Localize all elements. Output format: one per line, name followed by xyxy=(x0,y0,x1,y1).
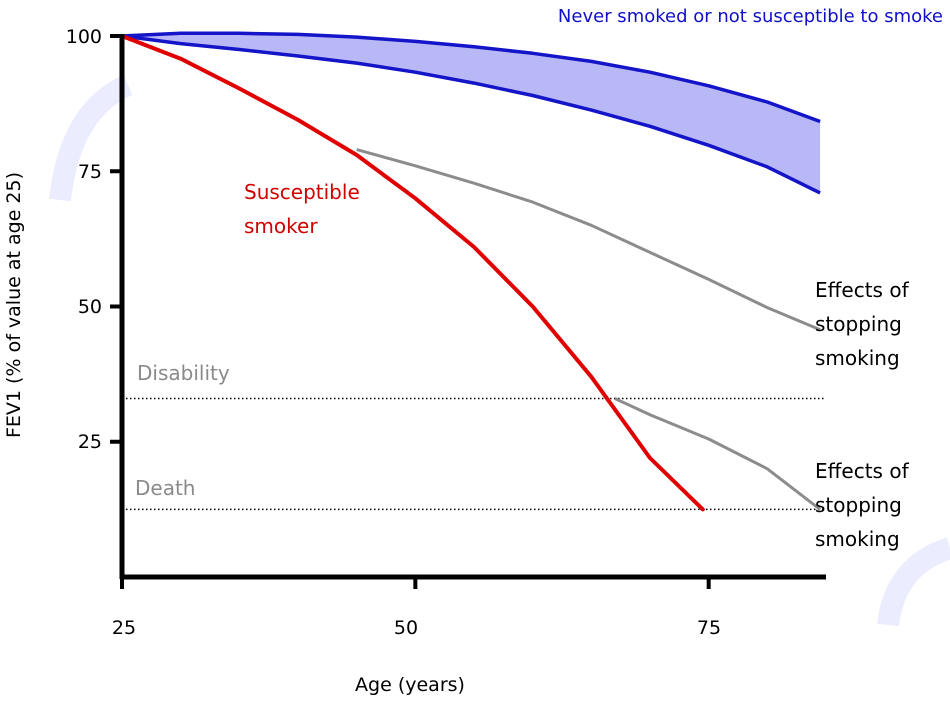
background-arc-right xyxy=(877,537,950,627)
y-axis-label: FEV1 (% of value at age 25) xyxy=(3,172,25,438)
y-tick-label-75: 75 xyxy=(78,161,102,183)
stopping-at-45-label-line-1: Effects of xyxy=(815,278,910,302)
never-smoked-lower-line xyxy=(121,34,821,195)
band-label: Never smoked or not susceptible to smoke xyxy=(558,6,943,27)
stopping-at-67-label-line-2: stopping xyxy=(815,493,902,517)
susceptible-smoker-line xyxy=(120,34,705,512)
stopping-at-45-line xyxy=(356,148,821,332)
background-arc-left xyxy=(49,74,133,202)
susceptible-smoker-label-line-2: smoker xyxy=(244,214,318,238)
x-tick-label-50: 50 xyxy=(394,617,418,639)
never-smoked-band-area xyxy=(122,33,821,193)
background-decoration xyxy=(49,74,950,627)
stopping-at-67-line xyxy=(614,397,822,511)
stopping-at-45-label-line-3: smoking xyxy=(815,346,900,370)
never-smoked-upper-line xyxy=(121,31,821,124)
stopping-at-67-label-line-3: smoking xyxy=(815,527,900,551)
axes xyxy=(110,34,826,589)
series-lines xyxy=(120,34,822,512)
never-smoked-band xyxy=(121,31,821,195)
disability-threshold-label: Disability xyxy=(137,361,230,385)
x-axis-label: Age (years) xyxy=(355,674,465,696)
y-tick-label-25: 25 xyxy=(78,431,102,453)
y-tick-label-50: 50 xyxy=(78,296,102,318)
threshold-lines xyxy=(122,397,826,511)
y-tick-label-100: 100 xyxy=(66,26,102,48)
x-tick-label-75: 75 xyxy=(697,617,721,639)
susceptible-smoker-label-line-1: Susceptible xyxy=(244,180,360,204)
x-tick-label-25: 25 xyxy=(112,617,136,639)
stopping-at-67-label-line-1: Effects of xyxy=(815,459,910,483)
death-threshold-label: Death xyxy=(135,476,195,500)
stopping-at-45-label-line-2: stopping xyxy=(815,312,902,336)
